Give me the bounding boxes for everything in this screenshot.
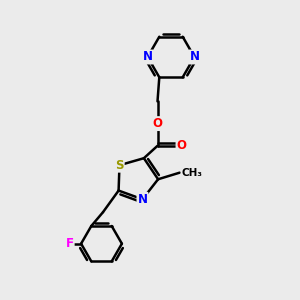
Text: O: O (152, 117, 163, 130)
Text: CH₃: CH₃ (181, 168, 202, 178)
Text: S: S (115, 159, 124, 172)
Text: N: N (137, 193, 148, 206)
Text: N: N (142, 50, 153, 64)
Text: F: F (66, 237, 74, 250)
Text: N: N (189, 50, 200, 64)
Text: O: O (176, 139, 187, 152)
